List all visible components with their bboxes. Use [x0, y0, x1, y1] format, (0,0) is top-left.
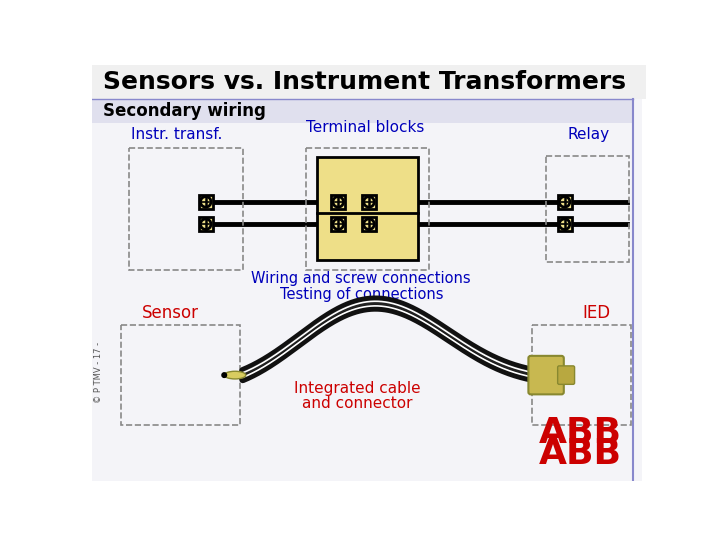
Bar [121, 325, 240, 425]
Text: Secondary wiring: Secondary wiring [102, 102, 266, 120]
Bar [362, 195, 376, 209]
Circle shape [200, 219, 211, 230]
Bar [199, 195, 212, 209]
Bar [331, 217, 345, 231]
Text: Wiring and screw connections: Wiring and screw connections [251, 272, 471, 286]
Circle shape [222, 373, 227, 377]
Text: and connector: and connector [302, 396, 413, 411]
Text: Relay: Relay [567, 126, 610, 141]
Circle shape [559, 219, 570, 230]
Bar [546, 156, 629, 262]
Text: Testing of connections: Testing of connections [279, 287, 443, 302]
Text: IED: IED [582, 303, 611, 322]
Bar [362, 217, 376, 231]
Text: Sensor: Sensor [142, 303, 199, 322]
Text: Instr. transf.: Instr. transf. [131, 126, 222, 141]
Text: Integrated cable: Integrated cable [294, 381, 420, 396]
Bar [92, 99, 633, 123]
Bar [331, 195, 345, 209]
Bar [306, 148, 429, 269]
Bar [129, 148, 243, 269]
FancyBboxPatch shape [528, 356, 564, 394]
Circle shape [364, 197, 374, 207]
Bar [199, 217, 212, 231]
Bar [92, 65, 647, 99]
Text: Terminal blocks: Terminal blocks [306, 120, 424, 136]
Bar [532, 325, 631, 425]
Text: ABB: ABB [539, 416, 622, 450]
Circle shape [200, 197, 211, 207]
Text: © P TMV - 17 -: © P TMV - 17 - [94, 342, 103, 403]
Bar [558, 195, 572, 209]
Circle shape [364, 219, 374, 230]
Text: ABB: ABB [539, 437, 622, 471]
Bar [317, 157, 418, 260]
FancyBboxPatch shape [558, 366, 575, 384]
Bar [558, 217, 572, 231]
Circle shape [333, 197, 343, 207]
Circle shape [559, 197, 570, 207]
Circle shape [333, 219, 343, 230]
Ellipse shape [224, 372, 246, 379]
Text: Sensors vs. Instrument Transformers: Sensors vs. Instrument Transformers [102, 70, 626, 94]
